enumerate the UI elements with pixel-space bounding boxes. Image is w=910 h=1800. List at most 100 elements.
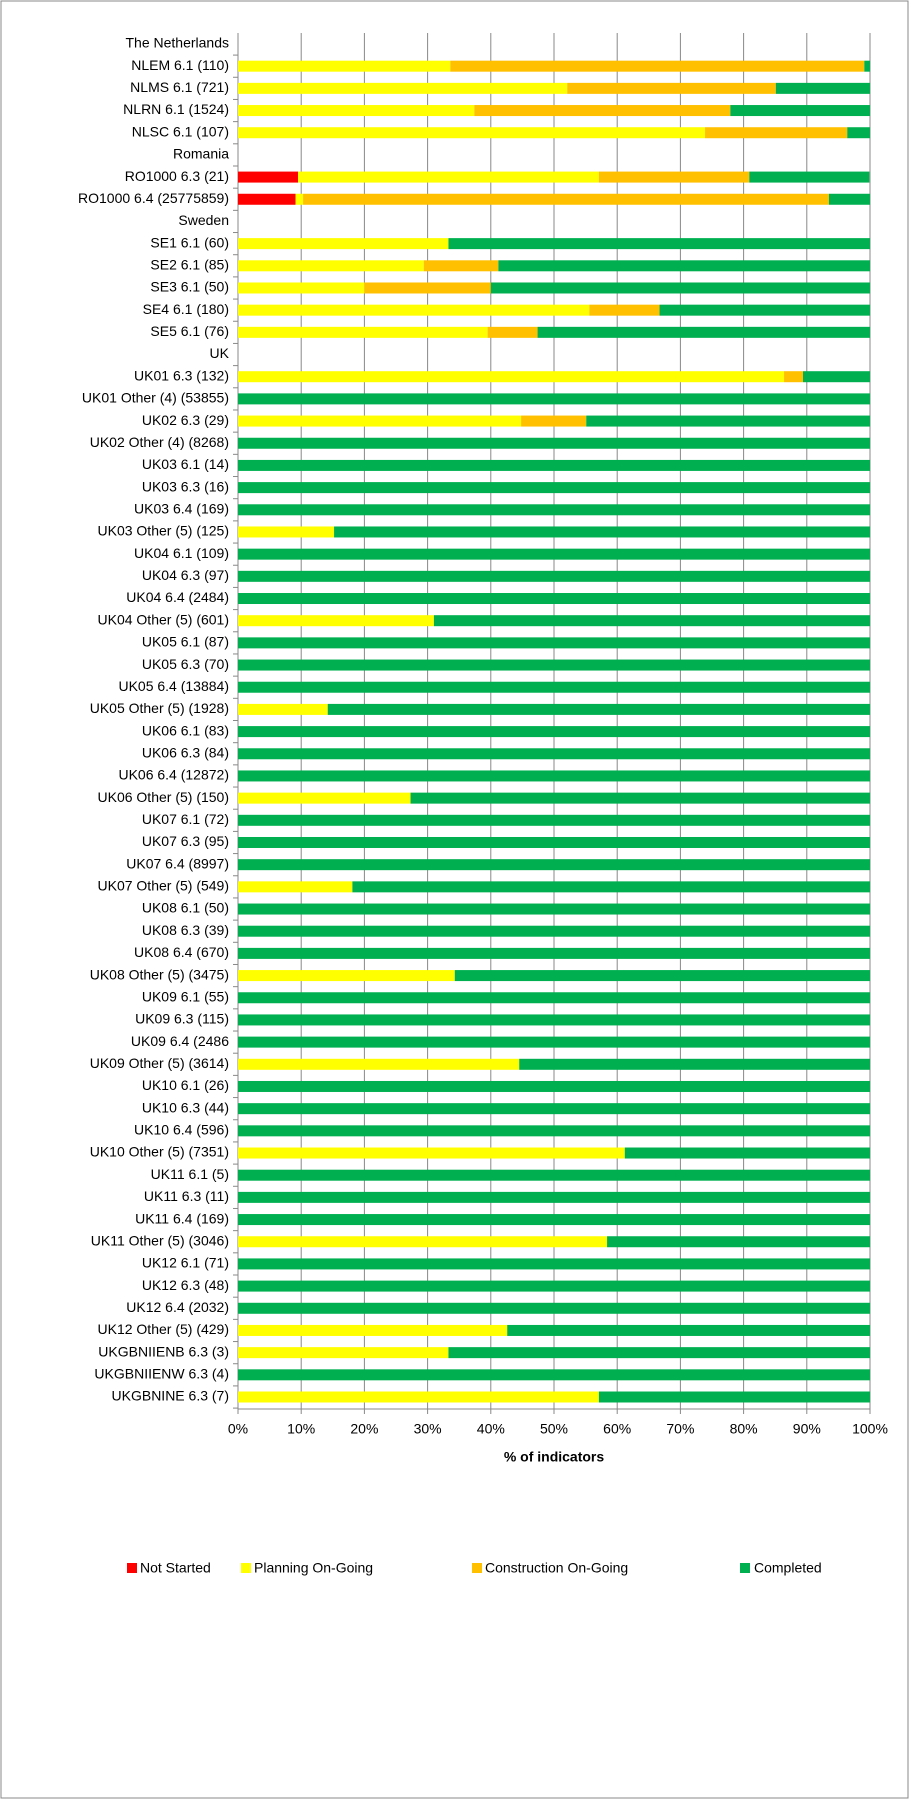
- y-tick-label: UK03 6.3 (16): [142, 478, 229, 494]
- bar-segment: [474, 105, 731, 117]
- bar-segment: [498, 260, 870, 272]
- bar-segment: [238, 238, 449, 250]
- bar-segment: [507, 1324, 870, 1336]
- bar-segment: [238, 82, 568, 94]
- y-tick-label: UK02 Other (4) (8268): [90, 434, 229, 450]
- bar-segment: [352, 881, 871, 893]
- bar-segment: [238, 415, 522, 427]
- bar-segment: [705, 127, 848, 139]
- bar-segment: [238, 792, 411, 804]
- y-tick-label: UK10 Other (5) (7351): [90, 1144, 229, 1160]
- bar-segment: [238, 371, 785, 383]
- y-tick-label: UK03 6.4 (169): [134, 500, 229, 516]
- bar-segment: [238, 1391, 599, 1403]
- y-tick-label: UK07 6.4 (8997): [126, 855, 229, 871]
- y-tick-label: UK12 Other (5) (429): [98, 1321, 230, 1337]
- x-tick-label: 80%: [730, 1421, 758, 1437]
- y-tick-label: NLEM 6.1 (110): [131, 57, 229, 73]
- bar-segment: [730, 105, 870, 117]
- bar-segment: [238, 925, 870, 937]
- bar-segment: [238, 459, 870, 471]
- x-tick-label: 0%: [228, 1421, 248, 1437]
- y-tick-label: UK11 6.4 (169): [135, 1210, 229, 1226]
- bar-segment: [448, 238, 870, 250]
- y-tick-label: UK04 6.4 (2484): [126, 589, 229, 605]
- bar-segment: [238, 593, 870, 605]
- legend-swatch: [740, 1563, 750, 1573]
- bar-segment: [238, 1036, 870, 1048]
- y-tick-label: UK07 Other (5) (549): [98, 878, 230, 894]
- y-tick-label: UK03 6.1 (14): [142, 456, 229, 472]
- bar-segment: [238, 548, 870, 560]
- bar-segment: [238, 881, 353, 893]
- y-tick-label: UK10 6.3 (44): [142, 1099, 229, 1115]
- bar-segment: [803, 371, 870, 383]
- bar-segment: [423, 260, 499, 272]
- bar-segment: [454, 970, 870, 982]
- bar-segment: [659, 304, 870, 316]
- y-tick-label: UK06 6.1 (83): [142, 722, 229, 738]
- y-tick-label: UKGBNIIENB 6.3 (3): [98, 1343, 229, 1359]
- y-tick-label: SE2 6.1 (85): [150, 257, 229, 273]
- bar-segment: [410, 792, 870, 804]
- y-tick-label: The Netherlands: [125, 35, 229, 51]
- x-tick-label: 40%: [477, 1421, 505, 1437]
- bar-segment: [589, 304, 660, 316]
- y-tick-label: UK11 Other (5) (3046): [91, 1232, 229, 1248]
- x-tick-label: 10%: [287, 1421, 315, 1437]
- bar-segment: [567, 82, 776, 94]
- bar-segment: [238, 1103, 870, 1115]
- y-tick-label: UK05 6.4 (13884): [118, 678, 229, 694]
- y-tick-label: UK: [210, 345, 230, 361]
- bar-segment: [238, 60, 451, 72]
- y-tick-label: UK11 6.1 (5): [151, 1166, 229, 1182]
- bar-segment: [238, 1014, 870, 1026]
- bar-segment: [298, 171, 599, 183]
- legend-label: Not Started: [140, 1560, 211, 1576]
- y-tick-label: UK01 Other (4) (53855): [82, 390, 229, 406]
- bar-segment: [238, 526, 335, 538]
- y-tick-label: UKGBNINE 6.3 (7): [112, 1388, 229, 1404]
- bar-segment: [238, 1280, 870, 1292]
- bar-segment: [238, 504, 870, 516]
- bar-segment: [238, 1058, 520, 1070]
- bar-segment: [238, 326, 488, 338]
- bar-segment: [238, 703, 328, 715]
- bar-segment: [238, 836, 870, 848]
- legend-label: Completed: [754, 1560, 822, 1576]
- bar-segment: [238, 947, 870, 959]
- bar-segment: [238, 637, 870, 649]
- y-tick-label: UK03 Other (5) (125): [98, 523, 230, 539]
- bar-segment: [238, 105, 475, 117]
- y-tick-label: SE3 6.1 (50): [150, 279, 229, 295]
- bar-segment: [598, 171, 750, 183]
- y-tick-label: UK06 6.3 (84): [142, 744, 229, 760]
- bar-segment: [238, 1324, 508, 1336]
- bar-segment: [238, 1347, 449, 1359]
- bar-segment: [238, 1191, 870, 1203]
- bar-segment: [238, 1236, 608, 1248]
- y-tick-label: UK12 6.1 (71): [142, 1255, 229, 1271]
- bar-segment: [364, 282, 491, 294]
- bar-segment: [238, 814, 870, 826]
- y-tick-label: UK10 6.1 (26): [142, 1077, 229, 1093]
- bar-segment: [238, 1258, 870, 1270]
- x-axis-title: % of indicators: [504, 1449, 605, 1465]
- bar-segment: [749, 171, 870, 183]
- y-tick-label: SE1 6.1 (60): [150, 234, 229, 250]
- bar-segment: [238, 482, 870, 494]
- bar-segment: [238, 260, 424, 272]
- bar-segment: [238, 393, 870, 405]
- legend-swatch: [241, 1563, 251, 1573]
- y-tick-label: UK10 6.4 (596): [134, 1122, 229, 1138]
- y-tick-label: UK12 6.3 (48): [142, 1277, 229, 1293]
- legend-label: Construction On-Going: [485, 1560, 628, 1576]
- y-tick-label: UK07 6.1 (72): [142, 811, 229, 827]
- bar-segment: [238, 1169, 870, 1181]
- y-tick-label: UK04 6.1 (109): [134, 545, 229, 561]
- bar-segment: [847, 127, 870, 139]
- y-tick-label: UK05 6.1 (87): [142, 634, 229, 650]
- bar-segment: [238, 903, 870, 915]
- y-tick-label: UK08 6.1 (50): [142, 900, 229, 916]
